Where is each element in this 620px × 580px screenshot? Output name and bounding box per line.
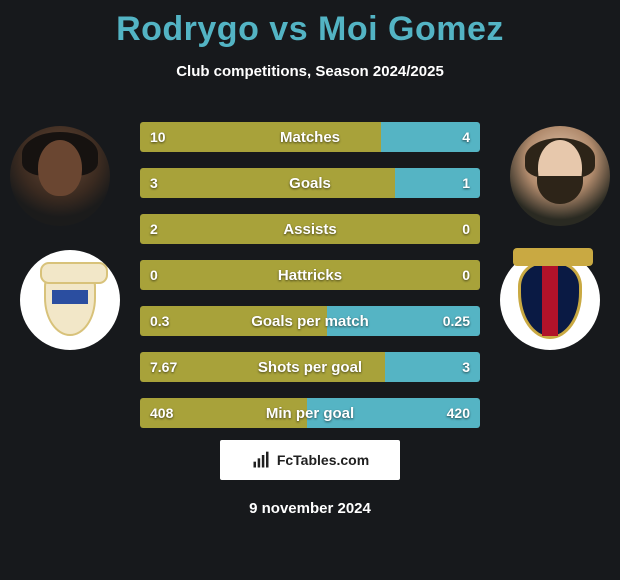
stat-row: Hattricks0 0 [140,260,480,290]
player1-avatar [10,126,110,226]
stat-bars: Matches104Goals31Assists20Hattricks00Goa… [140,122,480,444]
stat-row: Goals per match0.3 0.25 [140,306,480,336]
stat-value-right: 0 [462,260,470,290]
stat-value-right: 0 [462,214,470,244]
stat-label: Goals per match [140,306,480,336]
stat-value-left: 408 [150,398,173,428]
real-madrid-crest-icon [44,264,96,336]
stat-value-right: 1 [462,168,470,198]
stat-label: Matches [140,122,480,152]
stat-label: Goals [140,168,480,198]
stat-value-left: 7.67 [150,352,177,382]
stat-row: Assists2 0 [140,214,480,244]
player1-club-badge [20,250,120,350]
stat-value-left: 2 [150,214,158,244]
branding-badge: FcTables.com [220,440,400,480]
stat-value-left: 10 [150,122,166,152]
stat-value-left: 3 [150,168,158,198]
stat-row: Matches10 4 [140,122,480,152]
stat-row: Goals3 1 [140,168,480,198]
subtitle: Club competitions, Season 2024/2025 [0,63,620,80]
stat-row: Shots per goal7.67 3 [140,352,480,382]
stat-value-left: 0.3 [150,306,169,336]
date-text: 9 november 2024 [0,500,620,517]
branding-text: FcTables.com [277,452,369,468]
stat-value-right: 0.25 [443,306,470,336]
stat-label: Shots per goal [140,352,480,382]
page-title: Rodrygo vs Moi Gomez [0,0,620,49]
stat-label: Hattricks [140,260,480,290]
player2-club-badge [500,250,600,350]
stat-value-right: 4 [462,122,470,152]
stat-row: Min per goal408 420 [140,398,480,428]
stat-value-left: 0 [150,260,158,290]
chart-icon [251,450,271,470]
stat-label: Min per goal [140,398,480,428]
stat-label: Assists [140,214,480,244]
player2-avatar [510,126,610,226]
osasuna-crest-icon [518,261,582,339]
stat-value-right: 420 [447,398,470,428]
stat-value-right: 3 [462,352,470,382]
